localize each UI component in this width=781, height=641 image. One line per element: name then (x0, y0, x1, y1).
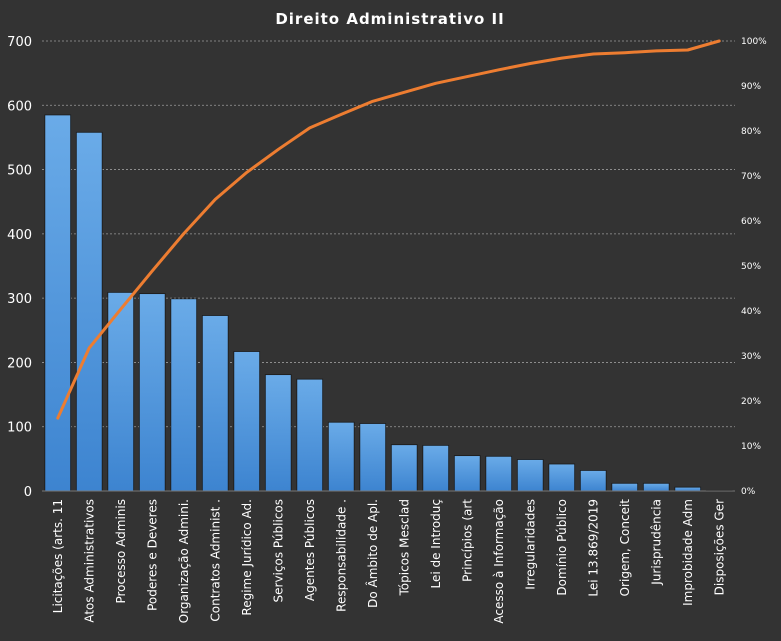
x-tick-label: Princípios (art (460, 499, 474, 582)
y-tick-label: 300 (7, 292, 32, 307)
x-tick-label: Poderes e Deveres (145, 499, 159, 611)
bar (327, 421, 355, 492)
x-tick-label: Irregularidades (523, 499, 537, 590)
y2-tick-label: 80% (741, 127, 761, 137)
chart-title: Direito Administrativo II (275, 10, 504, 28)
y2-tick-label: 100% (741, 37, 767, 47)
bar (422, 444, 450, 492)
x-tick-label: Atos Administrativos (82, 499, 96, 623)
y-tick-label: 400 (7, 228, 32, 243)
x-tick-label: Improbidade Adm (681, 499, 695, 606)
y2-tick-label: 40% (741, 307, 761, 317)
y-tick-label: 0 (24, 485, 32, 500)
y2-tick-label: 90% (741, 82, 761, 92)
bar (233, 351, 261, 492)
bar (516, 459, 544, 492)
bar (75, 131, 103, 492)
bar (44, 114, 72, 492)
y-tick-label: 500 (7, 164, 32, 179)
bar (296, 378, 324, 492)
bar (201, 315, 229, 492)
x-tick-label: Lei de Introduç (429, 499, 443, 589)
bar (264, 374, 292, 492)
x-tick-label: Contratos Administ . (208, 499, 222, 622)
bar (138, 293, 166, 492)
x-tick-label: Tópicos Mesclad (397, 499, 411, 596)
bars (44, 114, 733, 492)
x-tick-label: Acesso à Informação (492, 499, 506, 624)
bar (390, 444, 418, 492)
bar (107, 291, 135, 492)
x-tick-label: Domínio Público (555, 499, 569, 596)
y-axis-secondary: 0% 10% 20% 30% 40% 50% 60% 70% 80% 90% 100% (741, 37, 767, 497)
y-tick-label: 700 (7, 35, 32, 50)
x-tick-label: Organização Admini. (177, 499, 191, 623)
x-tick-label: Lei 13.869/2019 (586, 499, 600, 597)
x-tick-label: Do Âmbito de Apl. (365, 499, 380, 608)
bar (611, 482, 639, 492)
x-tick-label: Origem, Conceit (618, 499, 632, 597)
y2-tick-label: 60% (741, 217, 761, 227)
x-tick-label: Disposições Ger (712, 499, 726, 595)
bar (453, 455, 481, 492)
y2-tick-label: 50% (741, 262, 761, 272)
x-tick-label: Jurisprudência (649, 499, 663, 586)
x-tick-label: Agentes Públicos (303, 499, 317, 601)
y2-tick-label: 20% (741, 397, 761, 407)
bar (359, 423, 387, 492)
bar (170, 298, 198, 492)
x-tick-label: Licitações (arts. 11 (51, 499, 65, 613)
y-tick-label: 100 (7, 421, 32, 436)
x-axis: Licitações (arts. 11 Atos Administrativos… (42, 490, 735, 624)
y2-tick-label: 70% (741, 172, 761, 182)
y-axis-primary: 0 100 200 300 400 500 600 700 (7, 35, 32, 500)
x-tick-label: Regime Jurídico Ad. (240, 499, 254, 616)
y-tick-label: 600 (7, 99, 32, 114)
y2-tick-label: 10% (741, 442, 761, 452)
cumulative-line (56, 39, 721, 420)
y-tick-label: 200 (7, 356, 32, 371)
bar (674, 486, 702, 492)
y2-tick-label: 30% (741, 352, 761, 362)
bar (548, 463, 576, 492)
bar (642, 482, 670, 492)
x-tick-label: Serviços Públicos (271, 499, 285, 602)
y2-tick-label: 0% (741, 487, 756, 497)
bar (579, 470, 607, 492)
x-tick-label: Processo Adminis (114, 499, 128, 604)
x-tick-label: Responsabilidade . (334, 499, 348, 612)
cumulative-line-group (56, 39, 721, 420)
gridlines (42, 40, 735, 428)
bar (485, 455, 513, 492)
